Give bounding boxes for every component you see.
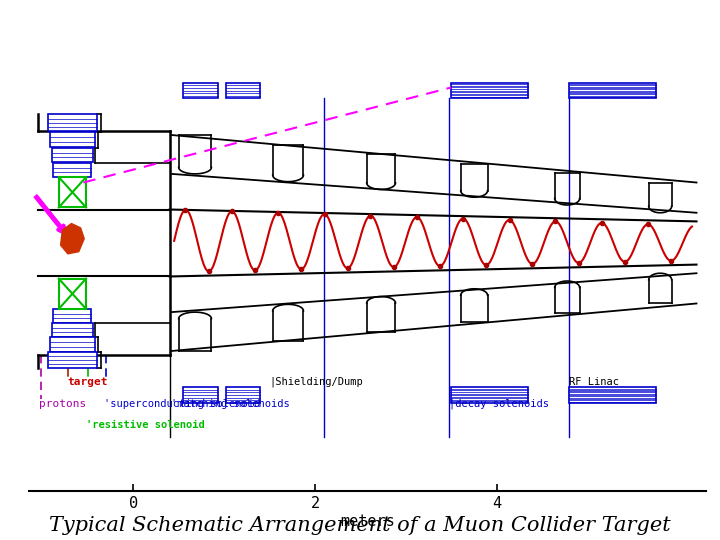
Bar <box>48 352 97 368</box>
Bar <box>226 83 261 98</box>
Bar <box>50 132 95 147</box>
Bar <box>53 309 91 323</box>
X-axis label: meters: meters <box>340 514 395 529</box>
Bar <box>52 323 94 337</box>
Text: |Shielding/Dump: |Shielding/Dump <box>269 377 364 387</box>
Bar <box>59 177 86 207</box>
Polygon shape <box>60 224 84 254</box>
Text: |decay solenoids: |decay solenoids <box>449 399 549 409</box>
Text: 'resistive solenoid: 'resistive solenoid <box>86 420 204 430</box>
Text: 'superconducting solenoid: 'superconducting solenoid <box>104 399 261 409</box>
Bar <box>183 387 217 403</box>
Text: protons: protons <box>39 399 86 409</box>
Bar <box>451 83 528 98</box>
Bar <box>570 83 656 98</box>
Text: Typical Schematic Arrangement of a Muon Collider Target: Typical Schematic Arrangement of a Muon … <box>49 516 671 535</box>
Bar <box>183 83 217 98</box>
Bar <box>52 148 94 162</box>
Bar <box>48 114 97 131</box>
Bar <box>53 163 91 177</box>
Bar <box>570 387 656 403</box>
Text: RF Linac: RF Linac <box>570 377 619 387</box>
Bar <box>50 337 95 352</box>
Text: target: target <box>68 377 109 387</box>
Bar <box>451 387 528 403</box>
Bar <box>226 387 261 403</box>
Text: 'matching solenoids: 'matching solenoids <box>171 399 290 409</box>
Bar <box>59 279 86 309</box>
